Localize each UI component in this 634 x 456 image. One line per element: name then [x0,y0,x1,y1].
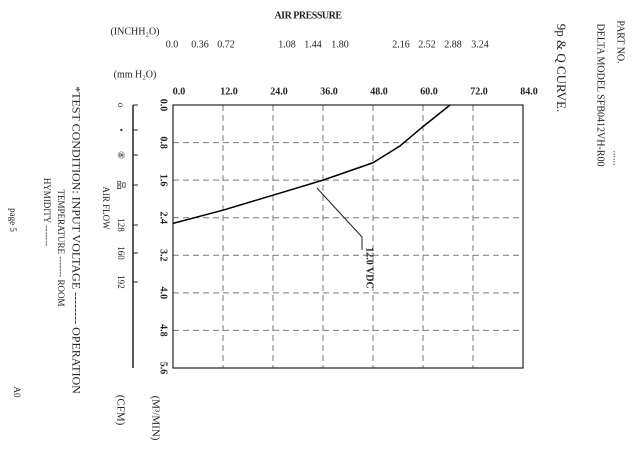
cfm-tick-label: • [116,128,126,131]
humidity: HYMIDITY ------- [42,178,52,246]
plot-frame [172,104,524,369]
cfm-tick-label: 160 [116,246,126,260]
model-dots: ...... [611,151,622,166]
inch-tick-label: 0.36 [191,39,209,50]
y-tick-label: 5.6 [158,362,169,375]
inch-tick-label: 2.52 [418,39,436,50]
y-tick-label: 0.8 [158,136,169,149]
part-no: PART NO. [615,20,626,63]
x-tick-label: 60.0 [420,86,438,97]
annotation-leader [316,187,363,250]
x-tick-label: 24.0 [270,86,288,97]
inch-tick-label: 0.0 [166,39,179,50]
temperature: TEMPERATURE ------- ROOM [56,190,66,307]
inch-axis-label: (INCHH₂O) [110,26,159,37]
x-tick-label: 48.0 [370,86,388,97]
cfm-tick-label: 品 [116,180,126,189]
title: AIR PRESSURE [274,10,342,21]
cfm-label: (CFM) [114,395,126,426]
y-tick-label: 4.8 [158,324,169,337]
inch-tick-label: 2.16 [392,39,410,50]
inch-tick-label: 2.88 [444,39,462,50]
revision: A0 [12,387,22,398]
inch-tick-label: 1.80 [331,39,349,50]
inch-tick-label: 1.08 [278,39,296,50]
annotation: 12.0 VDC [364,247,375,288]
x-tick-label: 0.0 [173,86,186,97]
x-tick-label: 72.0 [470,86,488,97]
model: DELTA MODEL SFB0412VH-R00 [595,24,606,167]
y-tick-label: 1.6 [158,174,169,187]
y-tick-label: 0.0 [158,99,169,112]
inch-tick-label: 0.72 [217,39,235,50]
y-tick-label: 2.4 [158,211,169,224]
air-flow-label: AIR FLOW [101,186,111,230]
test-condition: *TEST CONDITION: INPUT VOLTAGE -------- … [69,86,83,394]
cfm-tick-label: 192 [116,275,126,289]
inch-tick-label: 1.44 [304,39,322,50]
x-axis-label: (mm H₂O) [114,69,157,80]
x-tick-label: 12.0 [220,86,238,97]
cfm-tick-label: 128 [116,218,126,232]
inch-tick-label: 3.24 [471,39,489,50]
curve [172,104,451,225]
page-number: page 5 [8,208,18,232]
y-axis-label: (M³/MIN) [149,396,161,441]
cfm-tick-label: ⑧ [116,151,126,159]
y-tick-label: 3.2 [158,249,169,261]
y-tick-label: 4.0 [158,287,169,300]
curve-title: 9p & Q CURVE. [554,24,569,113]
cfm-tick-label: o [116,103,126,108]
x-tick-label: 36.0 [320,86,338,97]
x-tick-label: 84.0 [520,86,538,97]
